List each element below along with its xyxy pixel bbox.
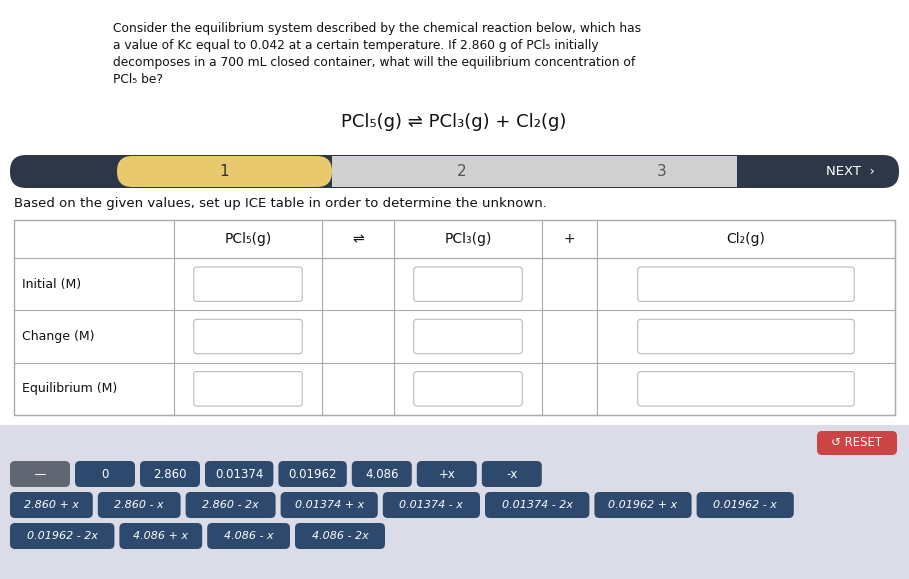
Text: 4.086: 4.086 <box>365 467 398 481</box>
FancyBboxPatch shape <box>185 492 275 518</box>
Text: 4.086 + x: 4.086 + x <box>134 531 188 541</box>
FancyBboxPatch shape <box>281 492 378 518</box>
FancyBboxPatch shape <box>594 492 692 518</box>
FancyBboxPatch shape <box>207 523 290 549</box>
FancyBboxPatch shape <box>696 492 794 518</box>
Bar <box>0 425 909 579</box>
Bar <box>721 156 737 187</box>
Text: NEXT  ›: NEXT › <box>825 165 874 178</box>
Text: ⇌: ⇌ <box>352 232 364 246</box>
FancyBboxPatch shape <box>638 372 854 406</box>
FancyBboxPatch shape <box>352 461 412 487</box>
Text: Equilibrium (M): Equilibrium (M) <box>22 382 117 395</box>
FancyBboxPatch shape <box>278 461 347 487</box>
Text: 0.01374: 0.01374 <box>215 467 264 481</box>
Text: Change (M): Change (M) <box>22 330 95 343</box>
FancyBboxPatch shape <box>194 319 303 354</box>
Text: Consider the equilibrium system described by the chemical reaction below, which : Consider the equilibrium system describe… <box>113 22 641 35</box>
Text: 2.860 + x: 2.860 + x <box>24 500 79 510</box>
Text: +x: +x <box>438 467 455 481</box>
FancyBboxPatch shape <box>482 461 542 487</box>
Bar <box>14 220 895 415</box>
Text: 2: 2 <box>457 164 467 179</box>
Text: +: + <box>564 232 575 246</box>
Text: 3: 3 <box>657 164 667 179</box>
FancyBboxPatch shape <box>817 431 897 455</box>
Text: 0.01962 - 2x: 0.01962 - 2x <box>26 531 97 541</box>
FancyBboxPatch shape <box>638 267 854 302</box>
FancyBboxPatch shape <box>194 372 303 406</box>
Text: 4.086 - x: 4.086 - x <box>224 531 274 541</box>
Text: 0.01962 - x: 0.01962 - x <box>714 500 777 510</box>
Bar <box>332 156 737 187</box>
FancyBboxPatch shape <box>75 461 135 487</box>
FancyBboxPatch shape <box>383 492 480 518</box>
FancyBboxPatch shape <box>414 319 523 354</box>
FancyBboxPatch shape <box>98 492 181 518</box>
FancyBboxPatch shape <box>205 461 274 487</box>
FancyBboxPatch shape <box>295 523 385 549</box>
Text: 0.01374 - x: 0.01374 - x <box>399 500 464 510</box>
Text: 0.01962: 0.01962 <box>288 467 337 481</box>
Text: 0: 0 <box>101 467 109 481</box>
Text: Initial (M): Initial (M) <box>22 278 81 291</box>
Text: -x: -x <box>506 467 517 481</box>
FancyBboxPatch shape <box>140 461 200 487</box>
FancyBboxPatch shape <box>117 156 332 187</box>
Text: 0.01374 - 2x: 0.01374 - 2x <box>502 500 573 510</box>
Text: 0.01962 + x: 0.01962 + x <box>608 500 677 510</box>
Text: 2.860 - x: 2.860 - x <box>115 500 164 510</box>
Text: 2.860 - 2x: 2.860 - 2x <box>202 500 259 510</box>
FancyBboxPatch shape <box>119 523 202 549</box>
Text: 0.01374 + x: 0.01374 + x <box>295 500 364 510</box>
FancyBboxPatch shape <box>414 267 523 302</box>
FancyBboxPatch shape <box>638 319 854 354</box>
Bar <box>332 156 352 187</box>
Text: PCl₅(g): PCl₅(g) <box>225 232 272 246</box>
FancyBboxPatch shape <box>194 267 303 302</box>
Text: —: — <box>26 467 54 481</box>
Text: decomposes in a 700 mL closed container, what will the equilibrium concentration: decomposes in a 700 mL closed container,… <box>113 56 635 69</box>
Text: 4.086 - 2x: 4.086 - 2x <box>312 531 368 541</box>
FancyBboxPatch shape <box>485 492 589 518</box>
Text: Based on the given values, set up ICE table in order to determine the unknown.: Based on the given values, set up ICE ta… <box>14 197 547 210</box>
FancyBboxPatch shape <box>10 155 899 188</box>
FancyBboxPatch shape <box>10 523 115 549</box>
Text: Cl₂(g): Cl₂(g) <box>726 232 765 246</box>
Text: 1: 1 <box>220 164 229 179</box>
Text: PCl₅ be?: PCl₅ be? <box>113 73 163 86</box>
Text: 2.860: 2.860 <box>154 467 186 481</box>
Text: PCl₅(g) ⇌ PCl₃(g) + Cl₂(g): PCl₅(g) ⇌ PCl₃(g) + Cl₂(g) <box>341 113 566 131</box>
FancyBboxPatch shape <box>10 492 93 518</box>
FancyBboxPatch shape <box>417 461 477 487</box>
Text: ↺ RESET: ↺ RESET <box>832 437 883 449</box>
Text: a value of Kc equal to 0.042 at a certain temperature. If 2.860 g of PCl₅ initia: a value of Kc equal to 0.042 at a certai… <box>113 39 599 52</box>
FancyBboxPatch shape <box>414 372 523 406</box>
FancyBboxPatch shape <box>10 461 70 487</box>
Text: PCl₃(g): PCl₃(g) <box>445 232 492 246</box>
